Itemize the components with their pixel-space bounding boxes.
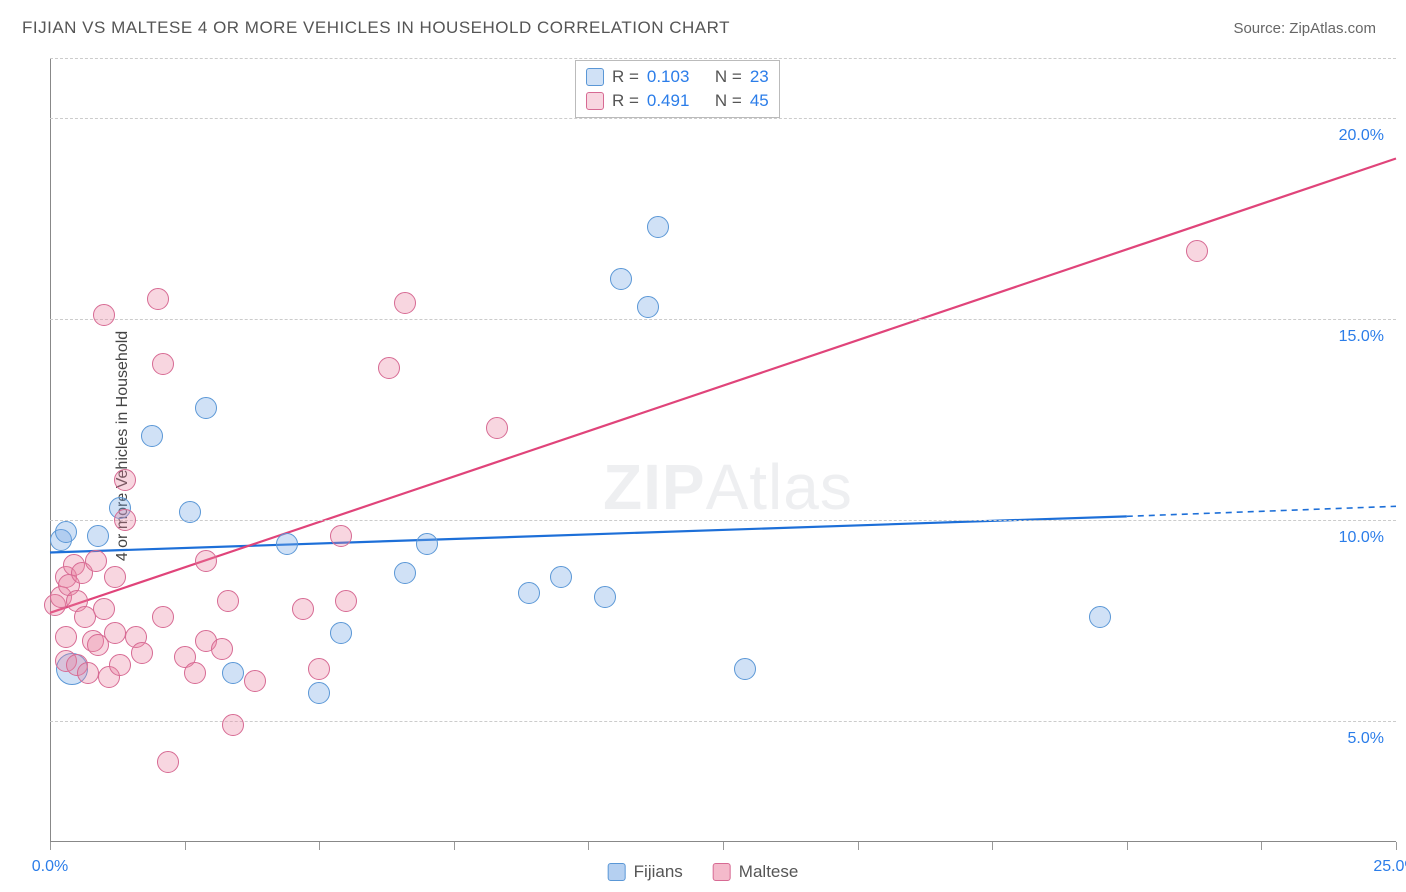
data-point (486, 417, 508, 439)
data-point (104, 566, 126, 588)
data-point (55, 521, 77, 543)
data-point (610, 268, 632, 290)
x-tick (1261, 842, 1262, 850)
data-point (147, 288, 169, 310)
trend-lines (50, 58, 1396, 842)
data-point (104, 622, 126, 644)
x-tick (992, 842, 993, 850)
stats-legend: R = 0.103 N = 23 R = 0.491 N = 45 (575, 60, 780, 118)
x-tick (319, 842, 320, 850)
data-point (217, 590, 239, 612)
data-point (292, 598, 314, 620)
x-tick-label: 0.0% (32, 858, 68, 876)
trend-line (50, 516, 1127, 552)
series-swatch (586, 92, 604, 110)
stat-row: R = 0.103 N = 23 (586, 65, 769, 89)
data-point (55, 626, 77, 648)
data-point (211, 638, 233, 660)
data-point (195, 397, 217, 419)
data-point (114, 469, 136, 491)
data-point (308, 658, 330, 680)
data-point (276, 533, 298, 555)
data-point (157, 751, 179, 773)
y-tick-label: 15.0% (1339, 328, 1384, 346)
data-point (308, 682, 330, 704)
data-point (93, 304, 115, 326)
data-point (394, 292, 416, 314)
data-point (222, 662, 244, 684)
data-point (141, 425, 163, 447)
data-point (550, 566, 572, 588)
y-axis-line (50, 58, 51, 842)
data-point (335, 590, 357, 612)
x-tick (50, 842, 51, 850)
gridline (50, 118, 1396, 119)
series-swatch (608, 863, 626, 881)
data-point (330, 525, 352, 547)
watermark: ZIPAtlas (603, 450, 853, 524)
data-point (330, 622, 352, 644)
data-point (416, 533, 438, 555)
data-point (734, 658, 756, 680)
data-point (184, 662, 206, 684)
x-tick (588, 842, 589, 850)
data-point (114, 509, 136, 531)
data-point (647, 216, 669, 238)
x-tick (1396, 842, 1397, 850)
series-swatch (713, 863, 731, 881)
data-point (594, 586, 616, 608)
y-tick-label: 10.0% (1339, 529, 1384, 547)
gridline (50, 319, 1396, 320)
legend-label: Fijians (634, 862, 683, 882)
data-point (85, 550, 107, 572)
legend-item: Fijians (608, 862, 683, 882)
data-point (77, 662, 99, 684)
x-tick (723, 842, 724, 850)
data-point (637, 296, 659, 318)
data-point (179, 501, 201, 523)
x-tick-label: 25.0% (1373, 858, 1406, 876)
stat-row: R = 0.491 N = 45 (586, 89, 769, 113)
y-tick-label: 5.0% (1348, 730, 1384, 748)
chart-plot-area: ZIPAtlas R = 0.103 N = 23 R = 0.491 N = … (50, 58, 1396, 842)
data-point (93, 598, 115, 620)
data-point (195, 550, 217, 572)
trend-line (50, 159, 1396, 613)
gridline (50, 520, 1396, 521)
data-point (394, 562, 416, 584)
series-legend: Fijians Maltese (608, 862, 799, 882)
data-point (87, 525, 109, 547)
y-tick-label: 20.0% (1339, 127, 1384, 145)
data-point (131, 642, 153, 664)
legend-label: Maltese (739, 862, 799, 882)
data-point (152, 353, 174, 375)
data-point (109, 654, 131, 676)
source-label: Source: ZipAtlas.com (1233, 20, 1376, 37)
x-tick (858, 842, 859, 850)
chart-title: FIJIAN VS MALTESE 4 OR MORE VEHICLES IN … (22, 18, 730, 38)
x-tick (185, 842, 186, 850)
data-point (244, 670, 266, 692)
gridline (50, 721, 1396, 722)
trend-line-extrapolated (1127, 506, 1396, 516)
data-point (1186, 240, 1208, 262)
data-point (152, 606, 174, 628)
data-point (378, 357, 400, 379)
x-tick (454, 842, 455, 850)
data-point (1089, 606, 1111, 628)
data-point (518, 582, 540, 604)
data-point (222, 714, 244, 736)
legend-item: Maltese (713, 862, 799, 882)
series-swatch (586, 68, 604, 86)
x-tick (1127, 842, 1128, 850)
